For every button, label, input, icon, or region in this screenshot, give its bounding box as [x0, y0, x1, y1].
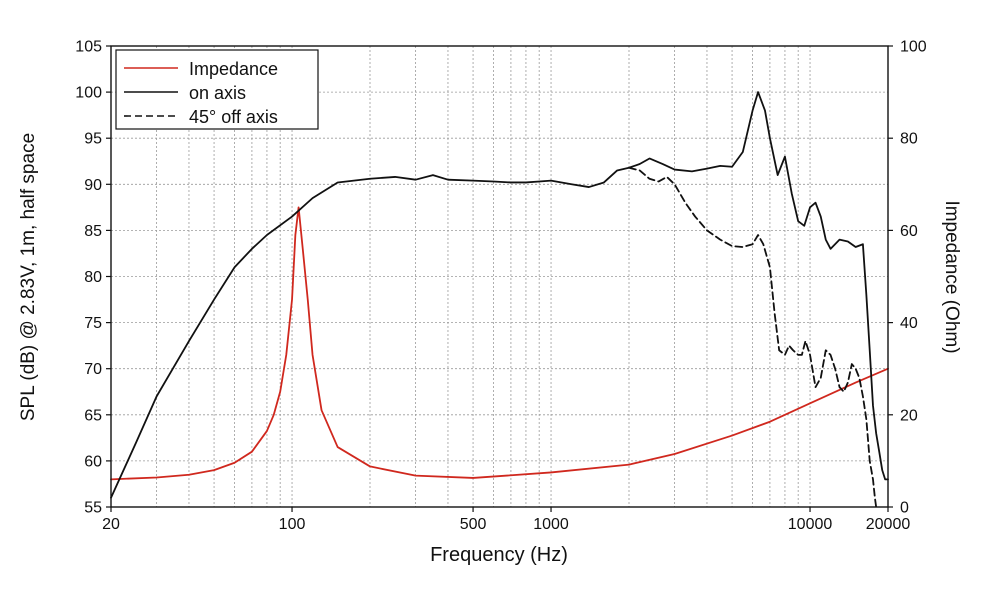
on-axis-curve — [110, 91, 889, 499]
y-right-tick-label: 20 — [900, 407, 918, 424]
y-right-tick-label: 100 — [900, 39, 927, 56]
x-tick-label: 10000 — [788, 516, 833, 533]
x-tick-label: 20000 — [866, 516, 911, 533]
x-tick-label: 20 — [102, 516, 120, 533]
y-left-tick-label: 70 — [84, 361, 102, 378]
impedance-curve — [110, 206, 889, 481]
x-tick-label: 1000 — [533, 516, 569, 533]
y-left-tick-label: 55 — [84, 500, 102, 517]
y-left-tick-label: 105 — [75, 39, 102, 56]
axis-ticks: 20 100 500 1000 10000 20000556065707580859095… — [75, 39, 927, 534]
legend-label-off-axis: 45° off axis — [189, 107, 278, 127]
x-tick-label: 500 — [460, 516, 487, 533]
y-left-tick-label: 100 — [75, 85, 102, 102]
legend-label-on-axis: on axis — [189, 83, 246, 103]
left-axis-label: SPL (dB) @ 2.83V, 1m, half space — [18, 133, 39, 421]
y-right-tick-label: 0 — [900, 500, 909, 517]
legend-label-impedance: Impedance — [189, 59, 278, 79]
y-left-tick-label: 75 — [84, 315, 102, 332]
plot-series — [110, 91, 889, 508]
right-axis-label: Impedance (Ohm) — [941, 200, 962, 353]
y-left-tick-label: 65 — [84, 407, 102, 424]
y-left-tick-label: 90 — [84, 177, 102, 194]
x-axis-label: Frequency (Hz) — [430, 544, 568, 566]
y-right-tick-label: 60 — [900, 223, 918, 240]
y-left-tick-label: 80 — [84, 269, 102, 286]
y-right-tick-label: 80 — [900, 131, 918, 148]
y-right-tick-label: 40 — [900, 315, 918, 332]
y-left-tick-label: 60 — [84, 453, 102, 470]
x-tick-label: 100 — [279, 516, 306, 533]
y-left-tick-label: 85 — [84, 223, 102, 240]
legend: Impedance on axis 45° off axis — [115, 49, 319, 130]
y-left-tick-label: 95 — [84, 131, 102, 148]
off-axis-curve — [628, 166, 879, 508]
